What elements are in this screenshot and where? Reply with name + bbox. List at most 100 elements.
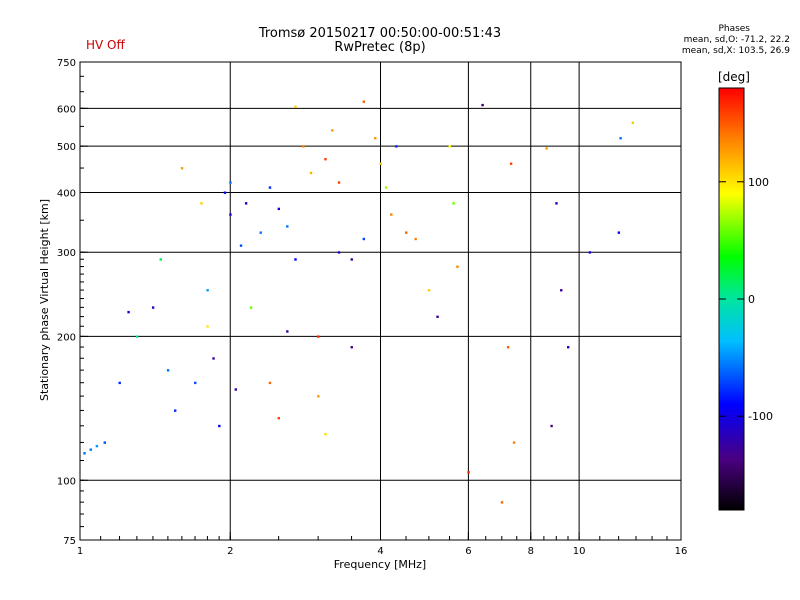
y-axis-ticks: 75 100 200 300 400 500 600 750 xyxy=(57,58,88,547)
data-point xyxy=(512,441,516,444)
data-point xyxy=(83,452,86,455)
y-axis-label: Stationary phase Virtual Height [km] xyxy=(38,199,51,401)
data-point xyxy=(324,432,327,436)
data-point xyxy=(234,388,238,391)
colorbar-tick-label: -100 xyxy=(748,410,773,423)
data-point xyxy=(151,306,155,309)
data-point xyxy=(467,471,470,474)
data-point xyxy=(180,167,184,170)
x-tick-label: 2 xyxy=(227,546,233,557)
data-point xyxy=(324,158,327,161)
plot-grid xyxy=(80,62,681,540)
data-point xyxy=(555,202,558,205)
data-point xyxy=(244,202,248,205)
x-tick-label: 8 xyxy=(528,546,534,557)
data-point xyxy=(395,145,398,148)
data-point xyxy=(268,186,272,189)
data-point xyxy=(268,381,272,385)
data-point xyxy=(118,381,121,385)
data-point xyxy=(509,162,513,165)
data-point xyxy=(617,231,621,234)
y-tick-label: 600 xyxy=(57,104,76,115)
data-point xyxy=(277,416,281,420)
data-point xyxy=(95,444,99,448)
data-point xyxy=(206,289,209,292)
data-point xyxy=(331,129,334,132)
data-point xyxy=(384,186,388,189)
colorbar-label: [deg] xyxy=(718,70,750,84)
colorbar-tick-label: 100 xyxy=(748,176,769,189)
y-tick-label: 750 xyxy=(57,58,76,69)
data-point xyxy=(103,441,106,444)
chart-subtitle: RwPretec (8p) xyxy=(334,40,426,55)
data-point xyxy=(286,330,289,333)
data-point xyxy=(294,258,297,261)
data-point xyxy=(631,121,635,125)
x-tick-label: 16 xyxy=(675,546,688,557)
chart-title: Tromsø 20150217 00:50:00-00:51:43 xyxy=(258,26,502,41)
x-tick-label: 4 xyxy=(377,546,383,557)
data-point xyxy=(545,147,548,150)
data-point xyxy=(259,231,262,234)
data-point xyxy=(405,231,408,234)
data-point xyxy=(414,237,417,241)
data-point xyxy=(500,501,504,504)
data-point xyxy=(249,306,253,309)
data-point xyxy=(194,381,197,385)
data-point xyxy=(317,395,320,398)
data-point xyxy=(390,213,393,216)
x-tick-label: 1 xyxy=(77,546,83,557)
data-point xyxy=(379,162,382,165)
data-point xyxy=(212,357,215,360)
data-point xyxy=(302,145,305,148)
phase-o-stats: mean, sd,O: -71.2, 22.2 xyxy=(683,35,790,45)
phase-x-stats: mean, sd,X: 103.5, 26.9 xyxy=(681,46,790,56)
hv-status: HV Off xyxy=(86,38,125,52)
phase-stats: Phases mean, sd,O: -71.2, 22.2 mean, sd,… xyxy=(590,24,790,57)
data-point xyxy=(277,207,281,211)
x-tick-label: 6 xyxy=(465,546,471,557)
phase-title: Phases xyxy=(718,24,750,34)
data-point xyxy=(135,335,139,338)
data-point xyxy=(374,137,377,140)
y-tick-label: 200 xyxy=(57,332,76,343)
x-axis-ticks: 1 2 4 6 8 10 16 xyxy=(77,532,688,557)
data-point xyxy=(350,258,353,261)
data-point xyxy=(456,265,459,268)
data-point xyxy=(229,213,232,216)
data-point xyxy=(286,225,289,228)
data-point xyxy=(350,346,353,349)
data-point xyxy=(294,105,297,109)
y-tick-label: 300 xyxy=(57,248,76,259)
data-point xyxy=(550,424,553,428)
data-point xyxy=(452,202,455,205)
data-point xyxy=(337,251,341,254)
data-point xyxy=(362,100,366,103)
data-point xyxy=(173,409,177,412)
x-axis-label: Frequency [MHz] xyxy=(334,558,426,571)
y-tick-label: 75 xyxy=(63,536,76,547)
data-point xyxy=(89,448,92,451)
x-tick-label: 10 xyxy=(573,546,586,557)
data-point xyxy=(239,244,243,247)
colorbar-ticks: 100 0 -100 xyxy=(719,176,773,423)
data-point xyxy=(206,325,209,328)
data-point xyxy=(436,315,439,319)
data-point xyxy=(560,289,563,292)
data-point xyxy=(223,191,227,194)
scatter-points xyxy=(83,100,635,504)
data-point xyxy=(619,137,622,140)
data-point xyxy=(309,171,313,175)
data-point xyxy=(448,145,451,148)
y-tick-label: 500 xyxy=(57,142,76,153)
colorbar-tick-label: 0 xyxy=(748,293,755,306)
data-point xyxy=(337,181,341,184)
data-point xyxy=(588,251,592,254)
data-point xyxy=(200,202,203,205)
data-point xyxy=(481,103,484,107)
data-point xyxy=(427,289,431,292)
data-point xyxy=(166,369,170,372)
y-tick-label: 400 xyxy=(57,188,76,199)
data-point xyxy=(127,310,130,314)
